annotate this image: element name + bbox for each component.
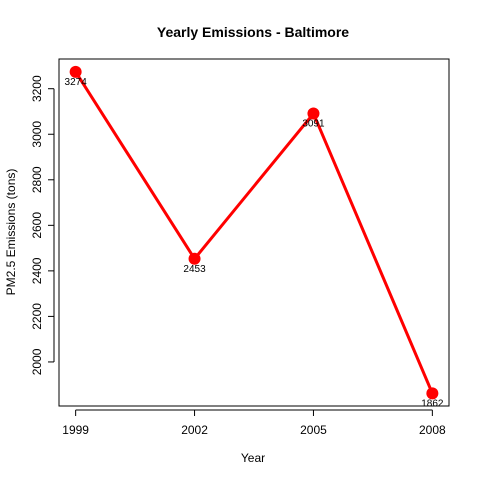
data-point [69, 65, 82, 78]
chart-title: Yearly Emissions - Baltimore [157, 24, 349, 40]
data-label: 2453 [183, 264, 206, 275]
x-tick-label: 1999 [62, 423, 89, 437]
x-tick-label: 2002 [181, 423, 208, 437]
x-axis: 1999 2002 2005 2008 [62, 409, 446, 437]
y-tick-label: 2600 [30, 212, 44, 239]
data-label: 1862 [421, 398, 444, 409]
y-tick-label: 2000 [30, 348, 44, 375]
y-tick-label: 2800 [30, 166, 44, 193]
x-tick-label: 2008 [419, 423, 446, 437]
y-tick-label: 3000 [30, 121, 44, 148]
series-line [74, 71, 434, 394]
series-group: 3274 2453 3091 1862 [65, 65, 444, 409]
y-tick-label: 2200 [30, 303, 44, 330]
data-point [426, 387, 439, 400]
y-axis: 2000 2200 2400 2600 2800 3000 3200 [30, 75, 55, 375]
plot-frame [58, 58, 450, 407]
x-tick-label: 2005 [300, 423, 327, 437]
data-label: 3274 [65, 77, 88, 88]
y-axis-label: PM2.5 Emissions (tons) [4, 169, 18, 296]
data-point [188, 252, 201, 265]
x-axis-label: Year [241, 451, 265, 465]
data-label: 3091 [302, 119, 325, 130]
y-tick-label: 3200 [30, 75, 44, 102]
data-point [307, 107, 320, 120]
y-tick-label: 2400 [30, 257, 44, 284]
